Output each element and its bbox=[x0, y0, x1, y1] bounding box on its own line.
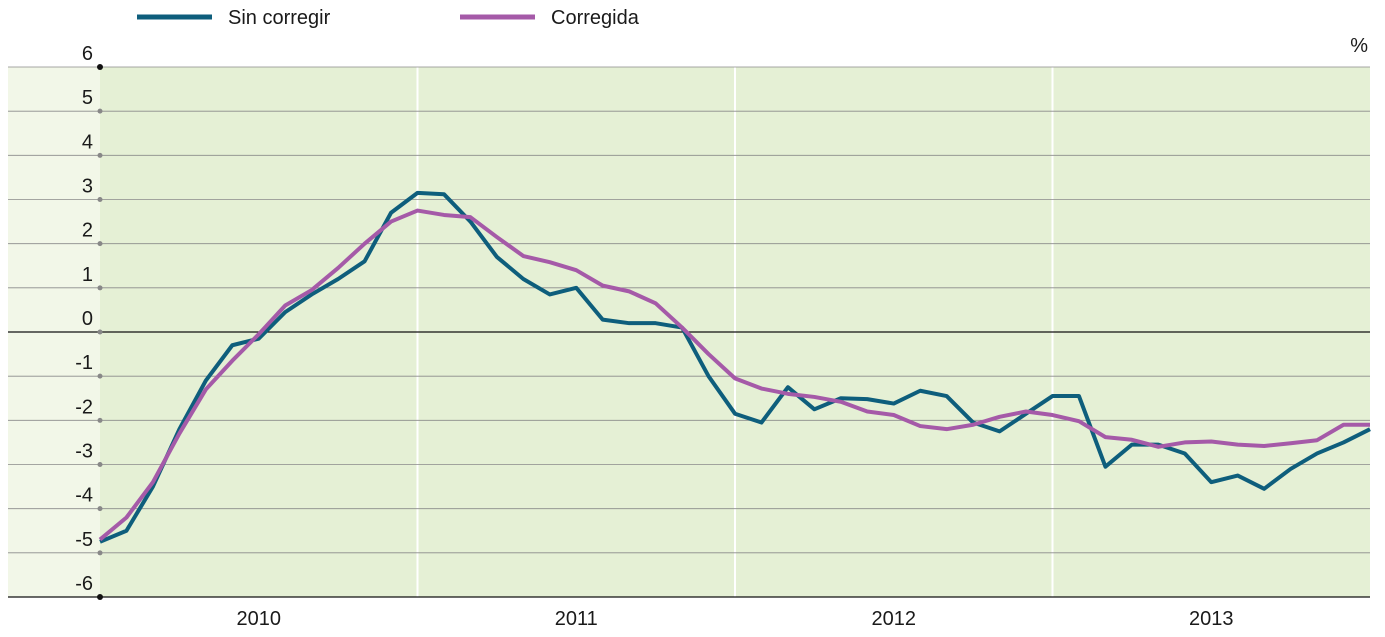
y-tick-label: 5 bbox=[82, 87, 93, 109]
y-tick-dot bbox=[97, 152, 103, 158]
y-tick-label: 0 bbox=[82, 308, 93, 330]
legend-label: Sin corregir bbox=[228, 7, 331, 29]
y-tick-dot bbox=[97, 506, 103, 512]
y-tick-label: 4 bbox=[82, 131, 93, 153]
x-tick-label: 2011 bbox=[555, 608, 598, 630]
series-line bbox=[99, 190, 1371, 544]
y-tick-dot bbox=[97, 64, 103, 70]
y-tick-label: -3 bbox=[75, 441, 93, 463]
y-tick-dot bbox=[97, 108, 103, 114]
series-line bbox=[98, 208, 1370, 542]
x-tick-label: 2010 bbox=[237, 608, 282, 630]
y-tick-label: -4 bbox=[75, 485, 93, 507]
y-tick-dot bbox=[97, 550, 103, 556]
x-tick-label: 2013 bbox=[1189, 608, 1234, 630]
y-tick-dot bbox=[97, 594, 103, 600]
y-tick-label: -6 bbox=[75, 573, 93, 595]
y-tick-dot bbox=[97, 197, 103, 202]
y-tick-dot bbox=[97, 329, 103, 335]
y-tick-label: 1 bbox=[82, 264, 93, 286]
legend-label: Corregida bbox=[551, 7, 640, 29]
y-tick-label: 3 bbox=[82, 176, 93, 198]
y-tick-label: 6 bbox=[82, 43, 93, 65]
y-tick-dot bbox=[97, 285, 103, 291]
x-tick-label: 2012 bbox=[872, 608, 917, 630]
y-tick-label: 2 bbox=[82, 220, 93, 242]
y-tick-dot bbox=[97, 462, 103, 467]
y-unit: % bbox=[1350, 35, 1368, 57]
y-tick-label: -2 bbox=[75, 396, 93, 418]
y-tick-label: -5 bbox=[75, 529, 93, 551]
y-tick-dot bbox=[97, 417, 103, 423]
y-tick-label: -1 bbox=[75, 352, 93, 374]
y-tick-dot bbox=[97, 373, 103, 379]
y-tick-dot bbox=[97, 241, 103, 247]
